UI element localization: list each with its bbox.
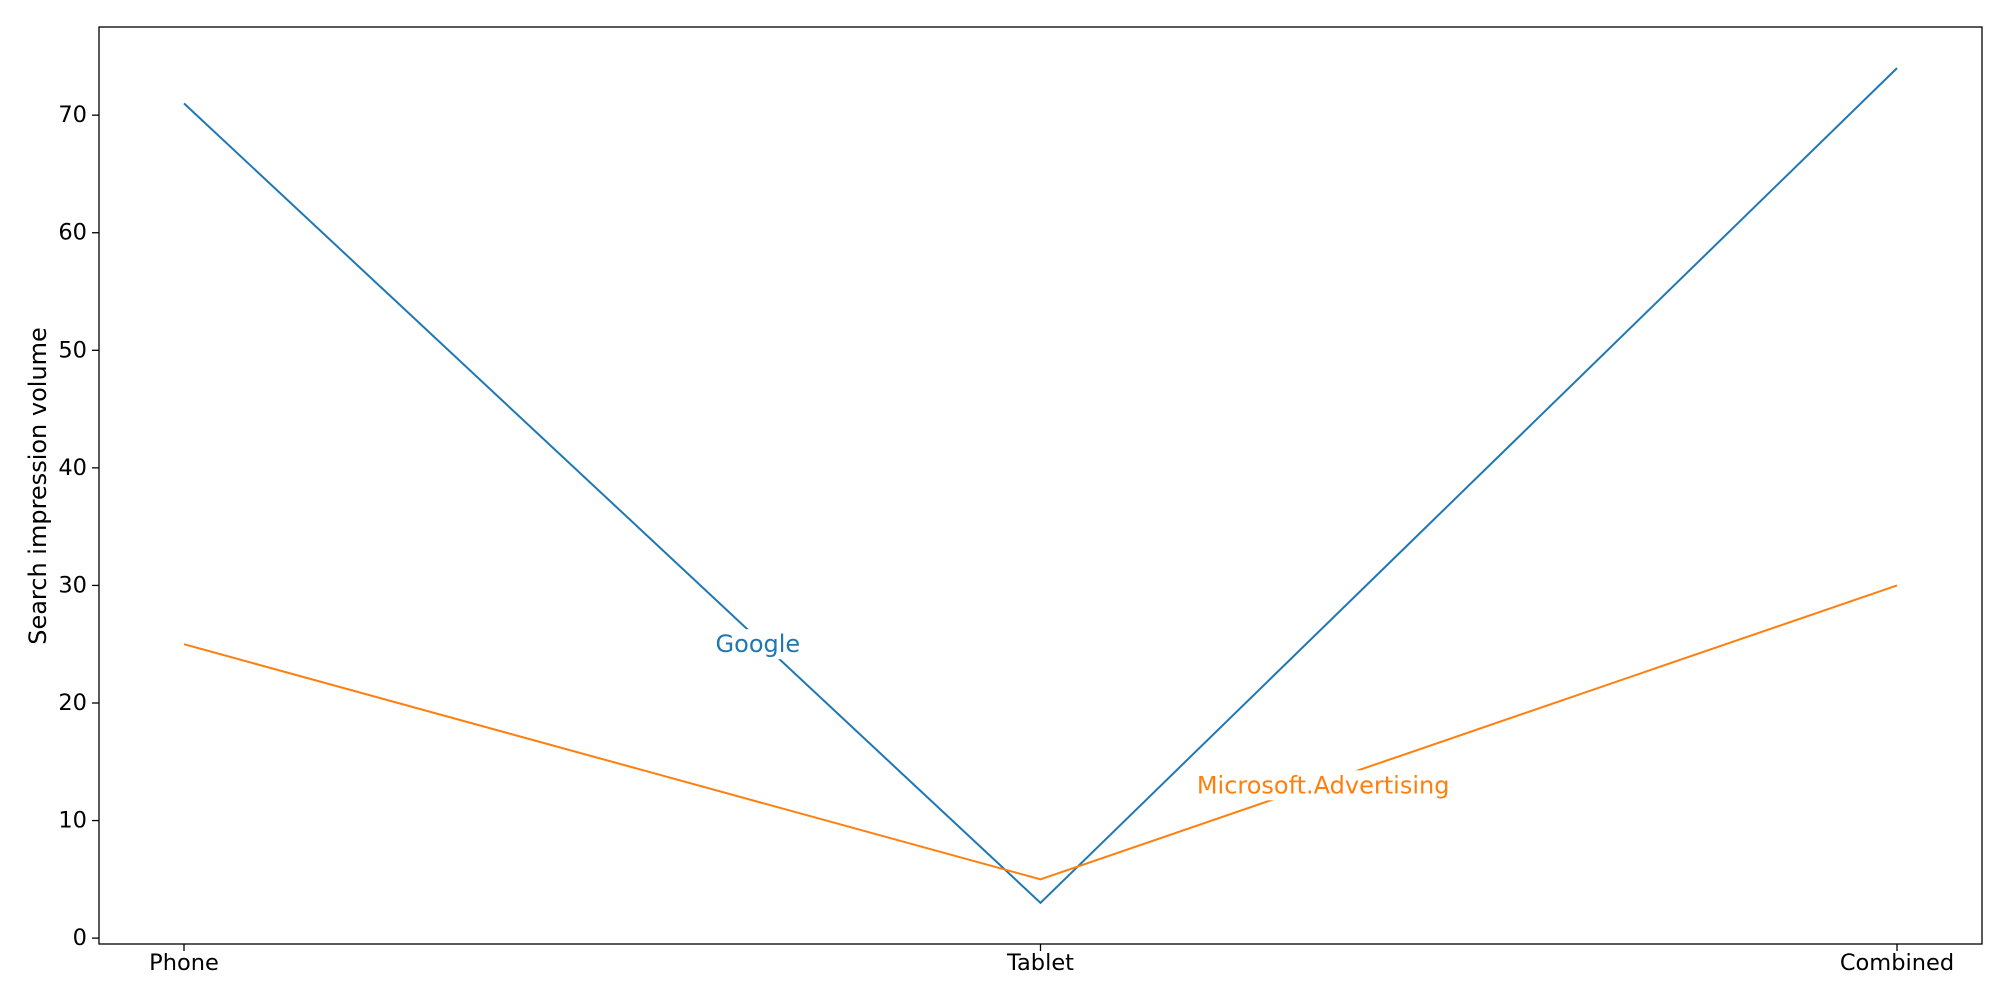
y-tick-label: 0 <box>73 925 87 951</box>
y-tick-label: 60 <box>58 220 87 246</box>
y-axis-title: Search impression volume <box>24 327 52 645</box>
y-tick-label: 10 <box>58 808 87 834</box>
series-label-group: Microsoft.Advertising <box>1194 770 1452 801</box>
x-tick-label: Phone <box>149 950 219 976</box>
y-axis-ticks: 0 10 20 30 40 50 60 70 <box>58 102 99 951</box>
series-label: Google <box>716 630 801 658</box>
y-tick-label: 20 <box>58 690 87 716</box>
axes-frame <box>98 26 1983 945</box>
y-tick-label: 30 <box>58 572 87 598</box>
y-tick-label: 70 <box>58 102 87 128</box>
series-label-group: Google <box>713 629 803 660</box>
y-tick-label: 50 <box>58 337 87 363</box>
series-lines <box>183 67 1898 905</box>
series-labels: Google Microsoft.Advertising <box>713 629 1452 801</box>
series-line <box>183 67 1898 905</box>
series-label-background <box>713 629 803 660</box>
series-label-background <box>1194 770 1452 801</box>
x-tick-label: Combined <box>1840 950 1954 976</box>
series-label: Microsoft.Advertising <box>1197 771 1450 799</box>
x-tick-label: Tablet <box>1006 950 1074 976</box>
series-line <box>183 584 1898 881</box>
x-axis-ticks: Phone Tablet Combined <box>149 944 1954 976</box>
y-tick-label: 40 <box>58 455 87 481</box>
